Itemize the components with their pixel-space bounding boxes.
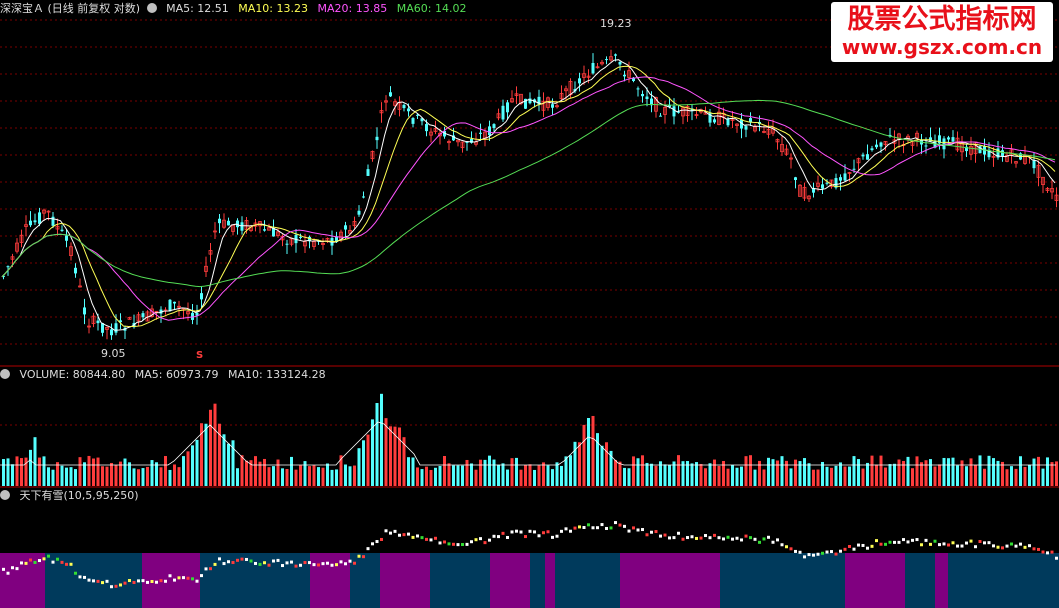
settings-circle-icon[interactable] [0,369,10,379]
sell-marker: S [196,350,204,361]
ma-lines [1,59,1056,331]
volume-ma5: MA5: 60973.79 [134,368,219,381]
low-price-label: 9.05 [101,347,126,360]
volume-bars [0,393,1058,486]
high-price-label: 19.23 [600,17,632,30]
indicator-header: 天下有雪(10,5,95,250) [0,488,145,504]
volume-value: VOLUME: 80844.80 [19,368,126,381]
watermark-logo: 股票公式指标网 www.gszx.com.cn [831,2,1053,62]
price-header: 深深宝Ａ (日线 前复权 对数) MA5: 12.51 MA10: 13.23 … [0,1,472,17]
ma20-value: MA20: 13.85 [317,2,388,15]
ma5-value: MA5: 12.51 [166,2,229,15]
ma10-value: MA10: 13.23 [238,2,309,15]
ma60-value: MA60: 14.02 [396,2,467,15]
indicator-plot [0,521,1059,608]
price-grid [0,19,1059,488]
indicator-title: 天下有雪(10,5,95,250) [19,489,139,502]
stock-title: 深深宝Ａ (日线 前复权 对数) [0,2,141,15]
volume-ma10: MA10: 133124.28 [227,368,326,381]
watermark-url: www.gszx.com.cn [841,35,1043,59]
volume-header: VOLUME: 80844.80 MA5: 60973.79 MA10: 133… [0,367,332,383]
price-candles [2,49,1059,340]
settings-circle-icon[interactable] [0,490,10,500]
settings-circle-icon[interactable] [146,3,157,13]
watermark-title: 股票公式指标网 [847,4,1037,35]
